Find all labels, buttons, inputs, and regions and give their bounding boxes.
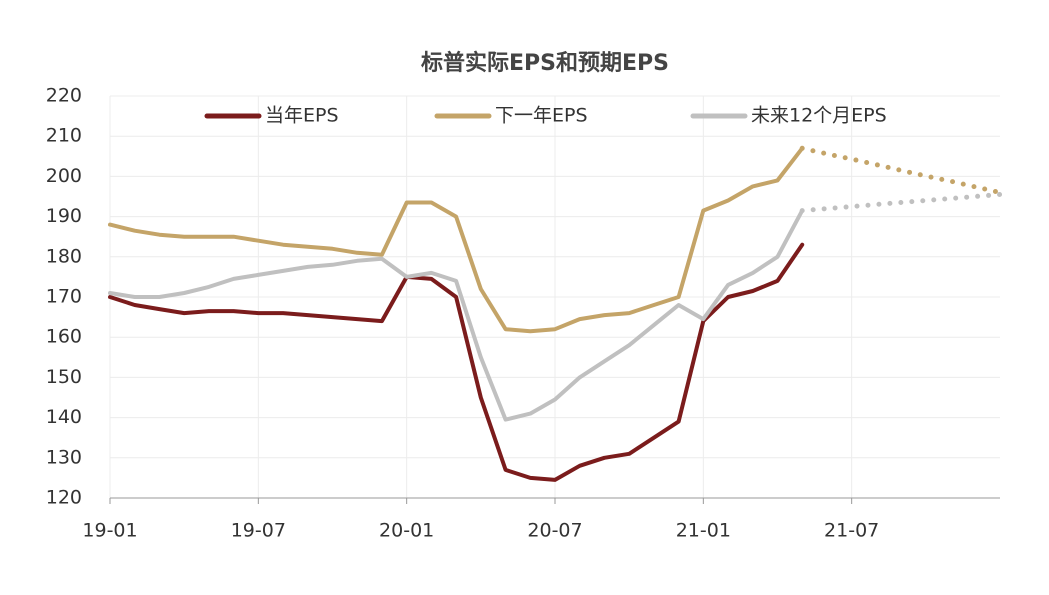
forecast-line xyxy=(799,145,1003,195)
y-tick-label: 190 xyxy=(46,205,82,227)
y-tick-label: 210 xyxy=(46,125,82,147)
legend-label: 未来12个月EPS xyxy=(751,105,887,127)
x-tick-label: 19-01 xyxy=(82,520,137,542)
series-line xyxy=(108,146,805,334)
x-tick-label: 20-07 xyxy=(527,520,582,542)
x-tick-label: 21-07 xyxy=(824,520,879,542)
y-tick-label: 140 xyxy=(46,406,82,428)
forecast-line xyxy=(799,192,1003,214)
y-tick-label: 200 xyxy=(46,165,82,187)
y-tick-label: 150 xyxy=(46,366,82,388)
y-tick-label: 170 xyxy=(46,286,82,308)
x-tick-label: 19-07 xyxy=(231,520,286,542)
y-tick-label: 160 xyxy=(46,326,82,348)
y-tick-label: 220 xyxy=(46,85,82,107)
series-line xyxy=(108,242,805,482)
y-tick-label: 180 xyxy=(46,245,82,267)
chart-title: 标普实际EPS和预期EPS xyxy=(421,50,669,76)
x-tick-label: 20-01 xyxy=(379,520,434,542)
legend-label: 当年EPS xyxy=(265,105,339,127)
x-tick-label: 21-01 xyxy=(676,520,731,542)
y-tick-label: 120 xyxy=(46,487,82,509)
legend-label: 下一年EPS xyxy=(495,105,588,127)
y-tick-label: 130 xyxy=(46,446,82,468)
series-line xyxy=(108,208,805,422)
